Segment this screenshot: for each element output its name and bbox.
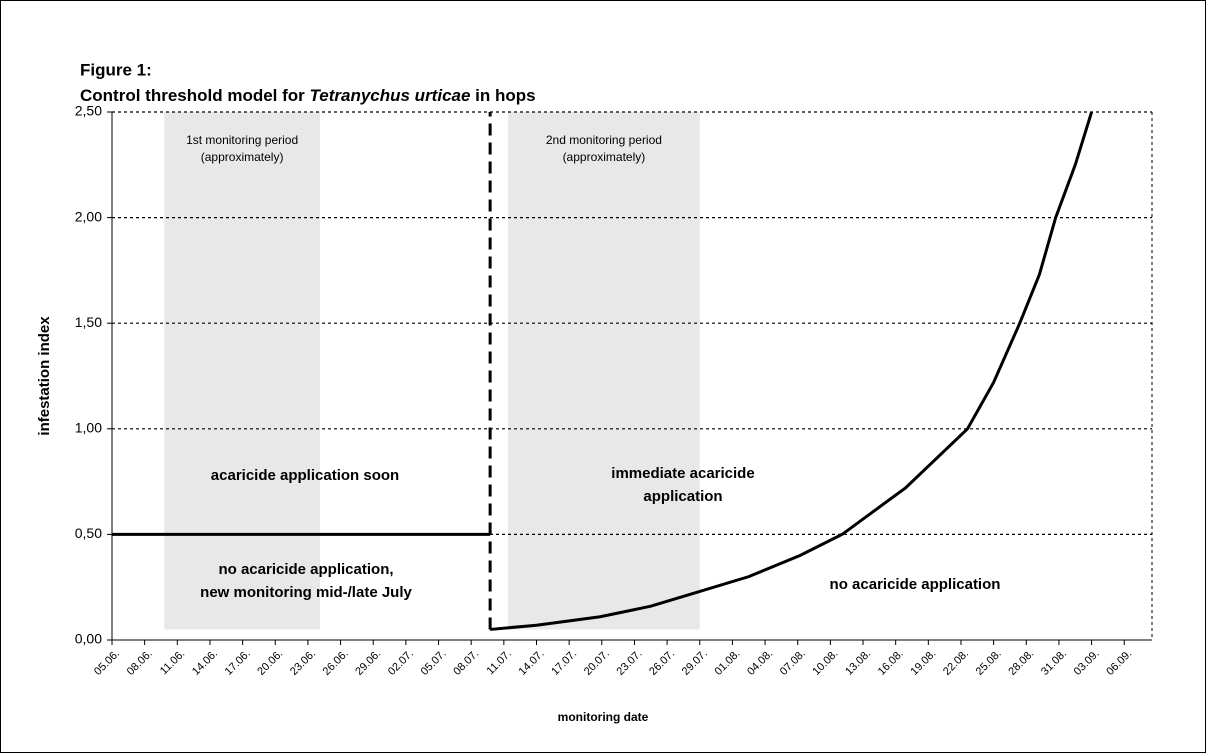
region-label: 1st monitoring period — [186, 133, 298, 147]
y-tick-label: 2,00 — [75, 208, 102, 224]
monitoring-period — [164, 112, 320, 630]
chart-title: Control threshold model for Tetranychus … — [80, 86, 536, 105]
annotation: acaricide application soon — [211, 467, 399, 484]
y-tick-label: 1,00 — [75, 420, 102, 436]
y-tick-label: 0,50 — [75, 525, 102, 541]
annotation: no acaricide application, — [218, 561, 393, 578]
series-line — [489, 111, 1094, 631]
title-part: Tetranychus urticae — [310, 86, 471, 105]
x-axis-label: monitoring date — [558, 710, 649, 724]
y-tick-label: 2,50 — [75, 103, 102, 119]
title-part: in hops — [470, 86, 535, 105]
monitoring-period — [508, 112, 700, 630]
title-part: Control threshold model for — [80, 86, 310, 105]
region-label: (approximately) — [201, 150, 284, 164]
region-label: (approximately) — [563, 150, 646, 164]
annotation: new monitoring mid-/late July — [200, 584, 412, 601]
figure-label: Figure 1: — [80, 60, 152, 79]
annotation: immediate acaricide — [611, 465, 754, 482]
y-tick-label: 0,00 — [75, 631, 102, 647]
y-axis-label: infestation index — [36, 316, 53, 436]
annotation: no acaricide application — [830, 576, 1001, 593]
region-label: 2nd monitoring period — [546, 133, 662, 147]
annotation: application — [643, 488, 722, 505]
y-tick-label: 1,50 — [75, 314, 102, 330]
